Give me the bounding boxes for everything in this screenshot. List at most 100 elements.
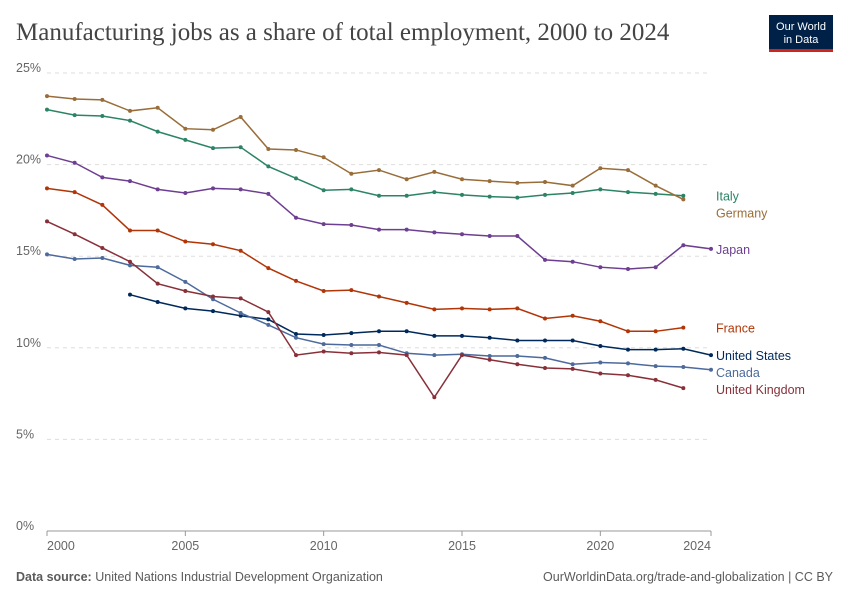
point (211, 297, 215, 302)
point (294, 215, 298, 220)
point (598, 371, 603, 376)
point (570, 362, 575, 367)
point (460, 333, 464, 338)
point (709, 246, 713, 251)
legend-label: United Kingdom (716, 383, 805, 397)
point (294, 332, 298, 337)
point (377, 193, 381, 198)
point (349, 343, 354, 348)
point (598, 166, 603, 171)
point (128, 228, 132, 233)
point (460, 192, 464, 197)
point (432, 353, 437, 358)
point (626, 267, 630, 272)
point (72, 97, 77, 102)
logo: Our World in Data (769, 15, 833, 52)
point (321, 188, 326, 193)
point (183, 137, 188, 142)
point (128, 118, 132, 123)
point (487, 335, 492, 340)
point (543, 355, 547, 360)
point (128, 259, 132, 264)
point (432, 333, 437, 338)
point (598, 343, 603, 348)
legend-label: Germany (716, 207, 768, 221)
point (349, 187, 354, 192)
point (349, 171, 354, 176)
point (183, 289, 188, 294)
point (598, 360, 603, 365)
point (238, 145, 243, 150)
point (543, 257, 547, 262)
point (543, 316, 547, 321)
point (487, 179, 492, 184)
y-tick-label: 25% (16, 61, 41, 75)
x-tick-label: 2010 (310, 539, 338, 553)
point (460, 353, 464, 358)
point (570, 366, 575, 371)
point (515, 234, 520, 239)
point (515, 338, 520, 343)
point (266, 322, 271, 327)
point (128, 179, 132, 184)
point (72, 113, 77, 118)
point (626, 329, 630, 334)
point (460, 306, 464, 311)
point (598, 265, 603, 270)
point (211, 309, 215, 314)
line (129, 293, 712, 356)
point (294, 147, 298, 152)
point (294, 353, 298, 358)
point (155, 281, 160, 286)
point (626, 347, 630, 352)
x-tick-label: 2020 (586, 539, 614, 553)
x-tick-label: 2005 (171, 539, 199, 553)
point (321, 289, 326, 294)
source: Data source: United Nations Industrial D… (16, 570, 383, 584)
point (211, 242, 215, 247)
y-tick-label: 5% (16, 427, 34, 441)
point (266, 266, 271, 271)
point (709, 353, 713, 358)
logo-box (769, 15, 833, 51)
point (487, 234, 492, 239)
point (515, 180, 520, 185)
point (487, 194, 492, 199)
chart-title: Manufacturing jobs as a share of total e… (16, 19, 670, 46)
x-tick-label: 2015 (448, 539, 476, 553)
point (238, 114, 243, 119)
point (45, 219, 49, 224)
point (404, 300, 409, 305)
point (626, 373, 630, 378)
point (404, 193, 409, 198)
point (460, 232, 464, 237)
legend-label: Canada (716, 366, 760, 380)
point (72, 232, 77, 237)
point (100, 175, 105, 180)
logo-bar (769, 49, 833, 52)
point (72, 160, 77, 165)
point (570, 259, 575, 264)
point (681, 193, 686, 198)
point (211, 186, 215, 191)
line (46, 187, 684, 333)
point (211, 127, 215, 132)
point (183, 126, 188, 131)
point (100, 202, 105, 207)
point (377, 329, 381, 334)
point (515, 354, 520, 359)
point (155, 228, 160, 233)
legend-label: United States (716, 349, 791, 363)
point (681, 386, 686, 391)
point (432, 307, 437, 312)
point (653, 183, 658, 188)
point (238, 296, 243, 301)
point (515, 306, 520, 311)
point (266, 164, 271, 169)
point (626, 190, 630, 195)
point (543, 180, 547, 185)
point (321, 332, 326, 337)
point (543, 365, 547, 370)
footer-url: OurWorldinData.org/trade-and-globalizati… (543, 570, 834, 584)
point (294, 176, 298, 181)
